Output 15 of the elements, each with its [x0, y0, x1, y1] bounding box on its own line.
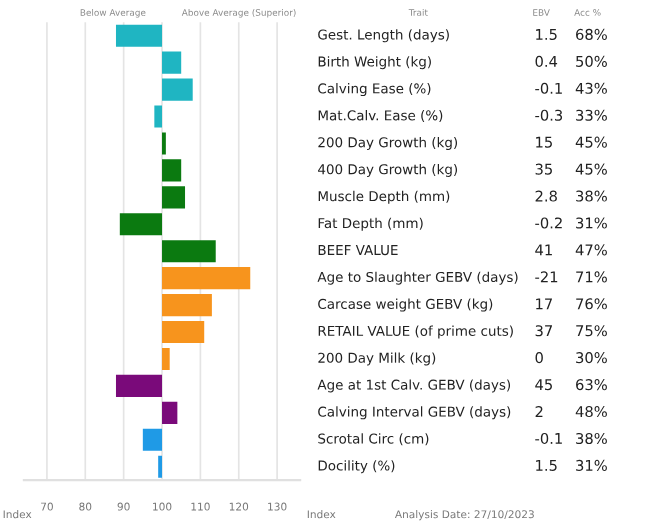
bar — [162, 267, 251, 290]
bar — [119, 213, 163, 236]
bar — [162, 294, 212, 317]
bar — [162, 401, 178, 424]
bar — [162, 186, 186, 209]
bar — [154, 105, 163, 128]
bar — [162, 78, 193, 101]
bar — [162, 320, 205, 344]
bar — [115, 374, 163, 397]
bar — [142, 428, 163, 451]
bar — [162, 347, 170, 371]
bar — [162, 240, 216, 263]
bar — [162, 51, 182, 74]
bar — [115, 24, 163, 47]
bar — [162, 159, 182, 182]
